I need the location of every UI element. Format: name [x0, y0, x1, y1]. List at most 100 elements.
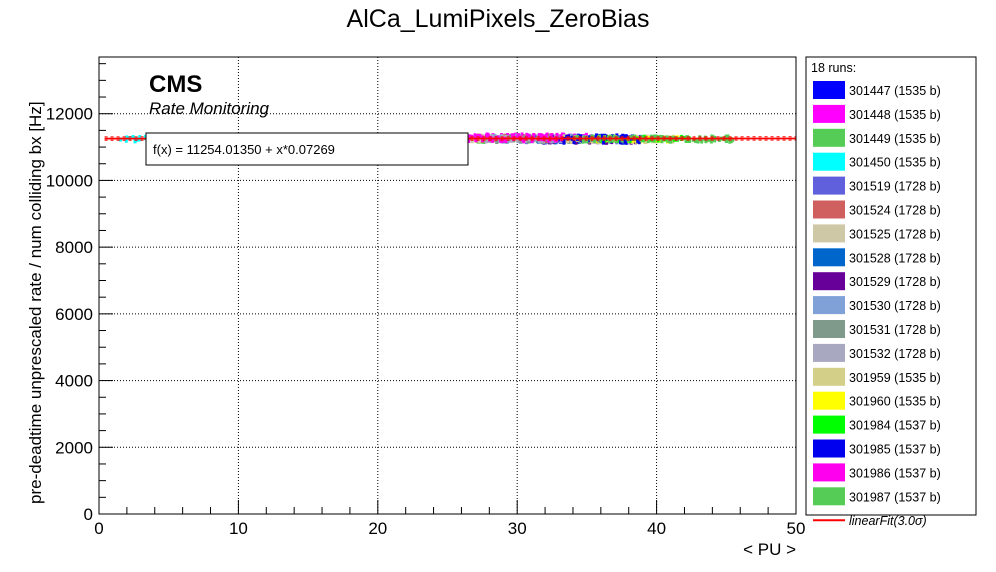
data-point [537, 133, 541, 138]
y-tick-label: 12000 [46, 105, 93, 124]
legend-header: 18 runs: [811, 61, 856, 75]
data-point [646, 139, 650, 144]
cms-label: CMS [149, 71, 202, 98]
data-point [467, 139, 471, 144]
data-point [643, 137, 647, 142]
data-point [581, 139, 585, 144]
data-point [724, 135, 728, 140]
data-point [490, 138, 494, 143]
data-point [505, 132, 509, 137]
legend-entry: 301987 (1537 b) [849, 490, 941, 504]
data-point [668, 139, 672, 144]
chart-title: AlCa_LumiPixels_ZeroBias [347, 5, 650, 33]
data-point [706, 137, 710, 142]
legend-swatch [813, 367, 845, 386]
y-axis-label: pre-deadtime unprescaled rate / num coll… [26, 101, 45, 504]
data-point [484, 139, 488, 144]
data-point [525, 134, 529, 139]
data-point [584, 132, 588, 137]
data-point [712, 137, 716, 142]
data-point [700, 139, 704, 144]
data-point [599, 138, 603, 143]
data-point [520, 132, 524, 137]
legend-entry: 301525 (1728 b) [849, 227, 941, 241]
legend-swatch [813, 128, 845, 147]
data-point [527, 133, 531, 138]
data-point [490, 134, 494, 139]
data-point [610, 134, 614, 139]
data-point [557, 137, 561, 142]
data-point [592, 137, 596, 142]
data-point [543, 137, 547, 142]
data-point [131, 135, 135, 140]
y-tick-label: 8000 [55, 238, 93, 257]
data-point [532, 133, 536, 138]
x-tick-label: 50 [787, 519, 806, 538]
y-tick-label: 6000 [55, 305, 93, 324]
data-point [475, 133, 479, 138]
legend-swatch [813, 296, 845, 315]
data-point [518, 138, 522, 143]
data-point [586, 138, 590, 143]
data-point [666, 138, 670, 143]
data-point [515, 135, 519, 140]
data-point [637, 140, 641, 145]
data-point [601, 140, 605, 145]
data-point [582, 137, 586, 142]
data-point [684, 135, 688, 140]
data-point [641, 138, 645, 143]
legend-entry: 301450 (1535 b) [849, 156, 941, 170]
data-point [500, 134, 504, 139]
data-point [605, 140, 609, 145]
data-point [724, 138, 728, 143]
data-point [470, 139, 474, 144]
data-point [600, 133, 604, 138]
data-point [575, 135, 579, 140]
legend-swatch [813, 176, 845, 195]
data-point [663, 137, 667, 142]
data-point [660, 135, 664, 140]
legend-swatch [813, 439, 845, 458]
data-point [477, 138, 481, 143]
data-point [521, 138, 525, 143]
legend-entry: 301448 (1535 b) [849, 108, 941, 122]
legend-swatch [813, 487, 845, 506]
data-point [562, 140, 566, 145]
legend-swatch [813, 391, 845, 410]
data-point [629, 135, 633, 140]
legend-entry: 301529 (1728 b) [849, 275, 941, 289]
grid [99, 57, 796, 514]
data-point [660, 139, 664, 144]
data-point [731, 137, 735, 142]
data-point [671, 139, 675, 144]
legend-entry: 301960 (1535 b) [849, 395, 941, 409]
data-point [493, 134, 497, 139]
data-point [612, 135, 616, 140]
data-point [644, 139, 648, 144]
legend-swatch [813, 152, 845, 171]
legend-fit-entry: linearFit(3.0σ) [849, 514, 927, 528]
fit-formula: f(x) = 11254.01350 + x*0.07269 [153, 142, 335, 157]
legend-swatch [813, 343, 845, 362]
legend-swatch [813, 463, 845, 482]
data-point [636, 139, 640, 144]
data-point [530, 139, 534, 144]
data-point [549, 133, 553, 138]
data-point [709, 137, 713, 142]
legend-entry: 301984 (1537 b) [849, 419, 941, 433]
data-point [509, 138, 513, 143]
data-point [546, 133, 550, 138]
data-point [481, 137, 485, 142]
fit-formula-box [145, 132, 469, 166]
data-point [726, 134, 730, 139]
legend-entry: 301449 (1535 b) [849, 132, 941, 146]
x-tick-label: 10 [229, 519, 248, 538]
data-point [595, 139, 599, 144]
data-point [642, 134, 646, 139]
data-point [654, 134, 658, 139]
legend-swatch [813, 200, 845, 219]
data-point [585, 139, 589, 144]
data-point [511, 134, 515, 139]
data-point [559, 134, 563, 139]
